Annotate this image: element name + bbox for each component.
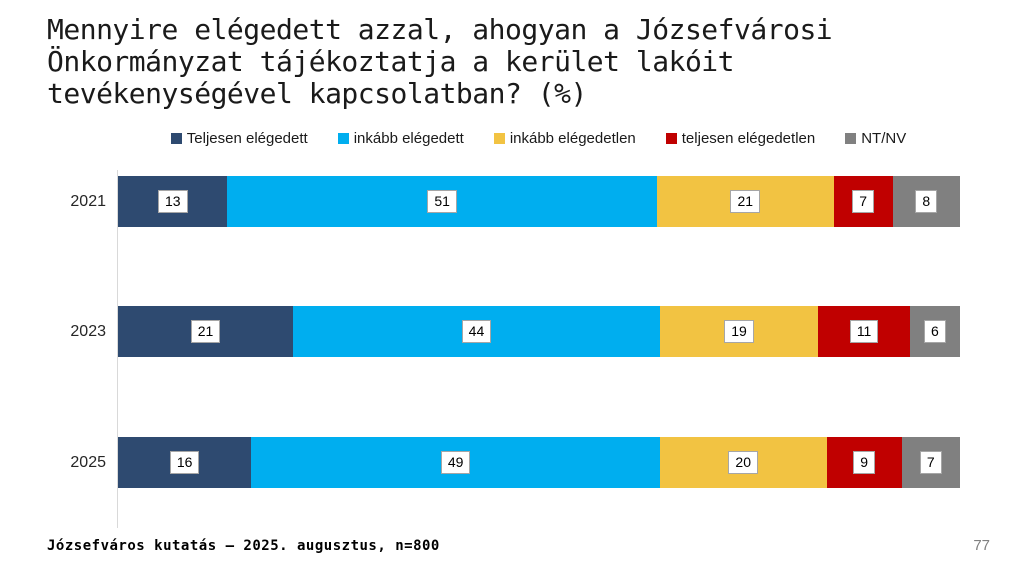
bar-segment: 7 [833, 176, 893, 227]
bar-segment: 51 [227, 176, 657, 227]
legend-swatch-icon [337, 133, 349, 144]
legend-item: NT/NV [845, 130, 906, 147]
value-label: 21 [190, 320, 221, 343]
bar-segment: 6 [909, 306, 960, 357]
source-note: Józsefváros kutatás – 2025. augusztus, n… [47, 538, 440, 554]
legend-swatch-icon [493, 133, 505, 144]
legend-label: NT/NV [861, 130, 907, 147]
value-label: 20 [728, 451, 758, 474]
bar-row-2023: 2023 21 44 19 11 6 [70, 306, 960, 357]
value-label: 8 [915, 190, 938, 213]
legend-label: teljesen elégedetlen [681, 130, 816, 147]
value-label: 6 [924, 320, 946, 343]
value-label: 49 [440, 451, 471, 474]
bar-segment: 8 [892, 176, 960, 227]
legend-swatch-icon [170, 133, 182, 144]
value-label: 44 [461, 320, 492, 343]
value-label: 9 [853, 451, 875, 474]
bar-segment: 20 [659, 437, 827, 488]
legend-item: teljesen elégedetlen [665, 130, 816, 147]
legend-item: inkább elégedett [337, 130, 464, 147]
value-label: 21 [730, 190, 761, 213]
bar-segment: 19 [659, 306, 819, 357]
category-label: 2025 [70, 454, 106, 471]
value-label: 7 [852, 190, 875, 213]
value-label: 16 [169, 451, 200, 474]
bar-segment: 21 [118, 306, 294, 357]
category-label: 2021 [70, 193, 106, 210]
value-label: 11 [849, 320, 879, 343]
bar-segment: 11 [818, 306, 910, 357]
category-label: 2023 [70, 323, 106, 340]
plot-area: 2021 13 51 21 7 8 2023 21 44 19 11 6 2025 16 49 20 9 7 [70, 170, 960, 528]
legend-swatch-icon [845, 133, 857, 144]
legend-label: inkább elégedetlen [509, 130, 636, 147]
bar-segment: 9 [826, 437, 902, 488]
bar-segment: 21 [656, 176, 834, 227]
value-label: 7 [919, 451, 942, 474]
bar-segment: 49 [251, 437, 660, 488]
bar-segment: 7 [901, 437, 960, 488]
value-label: 19 [724, 320, 754, 343]
legend-item: Teljesen elégedett [170, 130, 308, 147]
value-label: 13 [157, 190, 188, 213]
page-number: 77 [973, 537, 990, 554]
bar-segment: 44 [293, 306, 660, 357]
bar-row-2021: 2021 13 51 21 7 8 [70, 176, 960, 227]
legend-item: inkább elégedetlen [493, 130, 636, 147]
legend-label: Teljesen elégedett [186, 130, 308, 147]
legend-swatch-icon [665, 133, 677, 144]
chart-title: Mennyire elégedett azzal, ahogyan a Józs… [47, 13, 833, 110]
bar-segment: 13 [118, 176, 228, 227]
legend-label: inkább elégedett [353, 130, 464, 147]
value-label: 51 [427, 190, 457, 213]
bar-row-2025: 2025 16 49 20 9 7 [70, 437, 960, 488]
chart-legend: Teljesen elégedett inkább elégedett inkább… [117, 130, 960, 147]
bar-segment: 16 [118, 437, 252, 488]
